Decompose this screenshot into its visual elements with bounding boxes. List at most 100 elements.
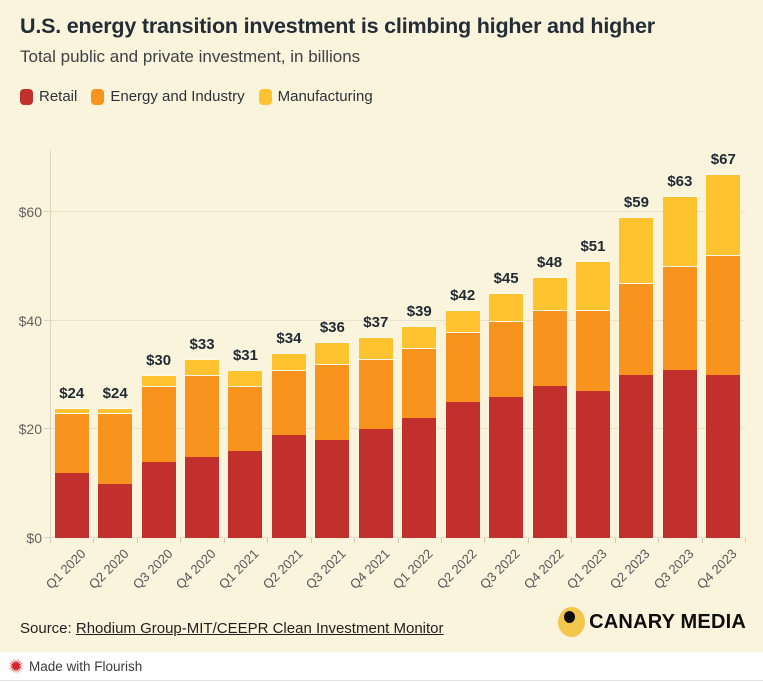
flourish-attribution[interactable]: Made with Flourish [0,652,763,681]
bar-segment-energy-and-industry-q4-2020[interactable] [185,375,220,457]
bar-segment-retail-q3-2021[interactable] [315,440,350,538]
x-axis-tick [614,538,616,543]
bar-segment-retail-q4-2022[interactable] [532,385,567,538]
x-axis-tick [354,538,356,543]
bar-value-label: $31 [232,346,258,364]
bar-value-label: $34 [276,330,302,348]
bar-segment-manufacturing-q1-2022[interactable] [402,326,437,348]
bar-value-label: $24 [59,384,85,402]
x-axis-tick [440,538,442,543]
bar-segment-energy-and-industry-q3-2021[interactable] [315,364,350,441]
bar-segment-energy-and-industry-q2-2023[interactable] [619,282,654,375]
brand-name: CANARY MEDIA [589,610,746,633]
bar-segment-energy-and-industry-q4-2022[interactable] [532,309,567,386]
bar-value-label: $42 [450,286,476,304]
bar-segment-retail-q2-2021[interactable] [271,434,306,538]
bar-segment-retail-q1-2023[interactable] [575,391,610,538]
bar-value-label: $45 [493,270,519,288]
bar-segment-energy-and-industry-q3-2020[interactable] [141,385,176,462]
bar-segment-retail-q2-2022[interactable] [445,402,480,538]
y-axis-label: $60 [18,203,42,220]
bar-segment-manufacturing-q3-2023[interactable] [662,195,697,267]
gridline-$0 [50,537,745,538]
bar-segment-retail-q3-2020[interactable] [141,461,176,538]
bar-value-label: $33 [189,335,215,353]
bar-segment-manufacturing-q2-2022[interactable] [445,309,480,332]
x-axis-tick [745,538,746,543]
source-link[interactable]: Rhodium Group-MIT/CEEPR Clean Investment… [75,620,444,637]
bar-value-label: $24 [102,384,128,402]
x-axis-tick [571,538,573,543]
canary-eye-icon [564,611,576,623]
bar-value-label: $48 [537,254,563,272]
bar-segment-retail-q3-2022[interactable] [489,396,524,538]
bar-segment-retail-q1-2021[interactable] [228,451,263,538]
bar-segment-energy-and-industry-q1-2020[interactable] [54,413,89,473]
bar-value-label: $63 [667,172,693,190]
bar-segment-manufacturing-q4-2022[interactable] [532,277,567,310]
bar-segment-retail-q4-2023[interactable] [706,374,741,538]
bar-segment-energy-and-industry-q1-2023[interactable] [575,309,610,392]
bar-segment-manufacturing-q2-2021[interactable] [271,353,306,370]
bar-segment-manufacturing-q1-2023[interactable] [575,260,610,310]
bar-segment-retail-q4-2021[interactable] [358,429,393,538]
bar-segment-manufacturing-q2-2023[interactable] [619,217,654,283]
bar-segment-energy-and-industry-q4-2021[interactable] [358,358,393,430]
x-axis-tick [180,538,182,543]
bar-segment-energy-and-industry-q1-2021[interactable] [228,385,263,452]
x-axis-tick [93,538,95,543]
legend-swatch-manufacturing-icon [258,88,272,105]
plot-area: $0 $20 $40 $60 $24 Q1 2020 $24 Q2 2020 $30 Q3 202… [19,150,746,592]
chart-title: U.S. energy transition investment is cli… [20,14,655,38]
bar-segment-energy-and-industry-q3-2023[interactable] [662,266,697,370]
bar-segment-energy-and-industry-q3-2022[interactable] [489,320,524,397]
chart-card: U.S. energy transition investment is cli… [0,0,763,652]
bar-segment-retail-q3-2023[interactable] [662,369,697,538]
bar-segment-manufacturing-q3-2022[interactable] [489,293,524,321]
bar-segment-energy-and-industry-q4-2023[interactable] [706,255,741,375]
bar-segment-retail-q1-2022[interactable] [402,418,437,538]
legend: Retail Energy and Industry Manufacturing [20,88,373,105]
bar-segment-manufacturing-q2-2020[interactable] [98,407,133,414]
x-axis-tick [701,538,703,543]
bar-segment-manufacturing-q4-2020[interactable] [185,358,220,375]
legend-swatch-retail-icon [20,88,33,105]
bar-segment-retail-q4-2020[interactable] [185,456,220,538]
x-axis-tick [484,538,486,543]
bar-segment-energy-and-industry-q2-2022[interactable] [445,331,480,403]
legend-item-energy-and-industry[interactable]: Energy and Industry [91,88,245,105]
bar-segment-manufacturing-q1-2020[interactable] [54,407,89,414]
y-axis-label: $40 [18,312,42,329]
bar-segment-retail-q1-2020[interactable] [54,472,89,538]
legend-item-manufacturing[interactable]: Manufacturing [258,88,373,105]
bar-segment-retail-q2-2020[interactable] [98,483,133,538]
legend-swatch-energy-icon [91,88,105,105]
y-axis-line [50,150,51,538]
legend-label-energy: Energy and Industry [110,88,245,105]
bar-segment-retail-q2-2023[interactable] [619,374,654,538]
y-axis-tick [44,210,50,212]
bar-segment-manufacturing-q4-2023[interactable] [706,173,741,256]
x-axis-tick [223,538,225,543]
bar-segment-energy-and-industry-q2-2020[interactable] [98,413,133,484]
legend-label-retail: Retail [39,88,78,105]
chart-subtitle: Total public and private investment, in … [20,47,361,66]
bar-value-label: $36 [319,319,345,337]
y-axis-tick [44,319,50,321]
flourish-attribution-label: Made with Flourish [29,658,143,674]
gridline-$20 [50,428,745,430]
gridline-$40 [50,319,745,321]
canary-media-logo[interactable]: CANARY MEDIA [558,607,746,637]
bar-value-label: $37 [363,313,389,331]
bar-value-label: $30 [146,351,172,369]
bar-segment-manufacturing-q1-2021[interactable] [228,369,263,386]
bar-segment-manufacturing-q3-2020[interactable] [141,374,176,386]
legend-item-retail[interactable]: Retail [20,88,77,105]
bar-segment-manufacturing-q3-2021[interactable] [315,342,350,365]
flourish-star-icon [8,658,24,674]
bar-segment-manufacturing-q4-2021[interactable] [358,336,393,359]
bar-segment-energy-and-industry-q2-2021[interactable] [271,369,306,435]
y-axis-tick [44,537,50,538]
bar-segment-energy-and-industry-q1-2022[interactable] [402,347,437,419]
bar-value-label: $59 [623,194,649,212]
